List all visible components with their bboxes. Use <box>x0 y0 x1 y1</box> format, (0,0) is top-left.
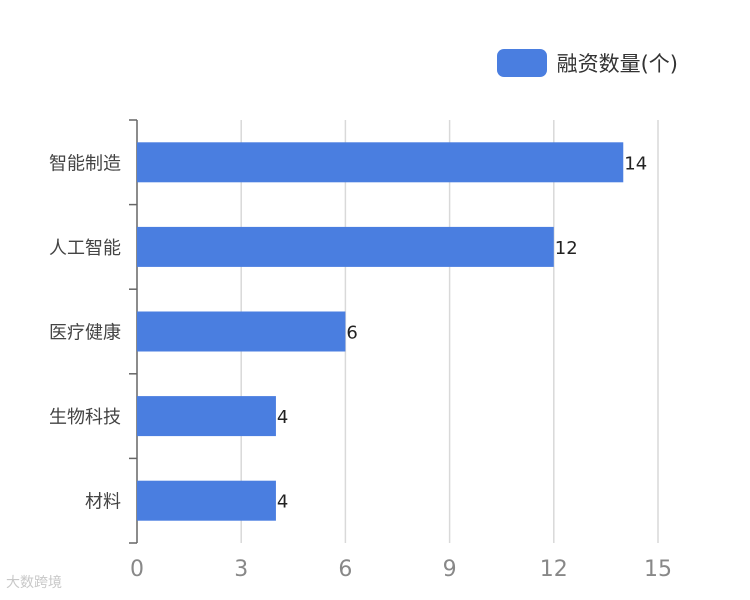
value-label: 14 <box>624 153 647 174</box>
category-label: 智能制造 <box>49 153 121 174</box>
legend-label: 融资数量(个) <box>556 52 678 76</box>
watermark: 大数跨境 <box>6 575 62 591</box>
value-label: 6 <box>346 323 357 344</box>
x-tick-label: 12 <box>540 557 568 582</box>
value-label: 4 <box>277 492 288 513</box>
bar <box>137 226 554 267</box>
x-tick-label: 15 <box>644 557 672 582</box>
bar <box>137 396 276 437</box>
category-label: 医疗健康 <box>49 323 121 344</box>
labels: 0 3 6 9 12 15 14 智能制造 12 人工智能 6 医疗健康 4 生物科技 4 材料 <box>49 153 672 582</box>
value-label: 12 <box>555 238 578 259</box>
axes <box>129 119 138 544</box>
category-label: 人工智能 <box>49 238 121 259</box>
bar <box>137 480 276 521</box>
legend: 融资数量(个) <box>496 48 678 78</box>
x-tick-label: 9 <box>443 557 457 582</box>
x-tick-label: 6 <box>338 557 352 582</box>
bar <box>137 142 624 183</box>
bars <box>137 142 624 521</box>
grid-lines <box>240 120 659 543</box>
bar <box>137 311 346 352</box>
legend-swatch <box>496 49 547 77</box>
x-tick-label: 3 <box>234 557 248 582</box>
x-tick-label: 0 <box>130 557 144 582</box>
category-label: 生物科技 <box>49 407 121 428</box>
category-label: 材料 <box>85 492 121 513</box>
value-label: 4 <box>277 407 288 428</box>
